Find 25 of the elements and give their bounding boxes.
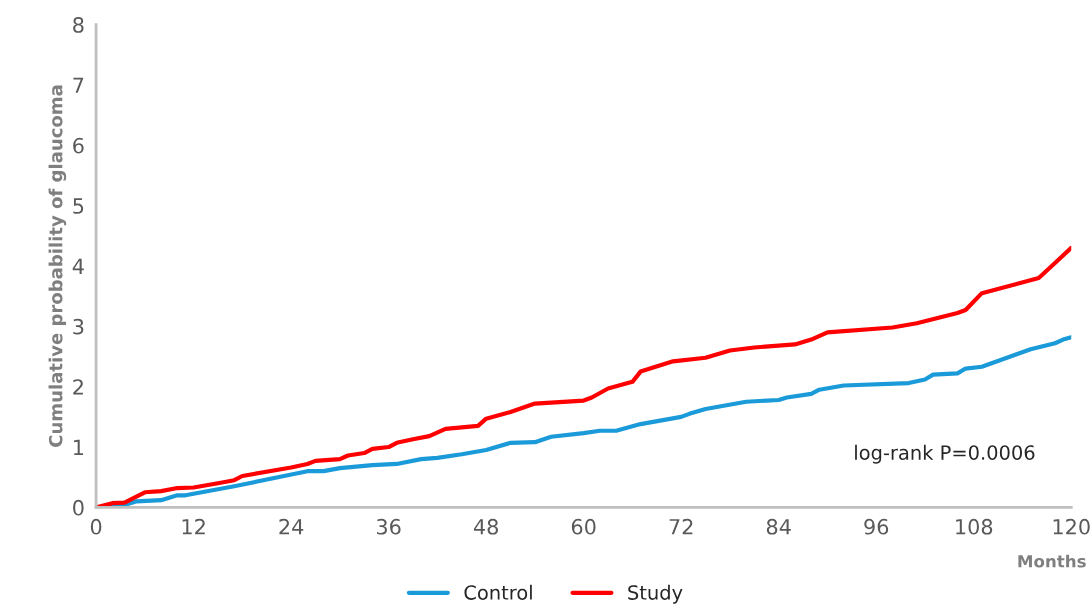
x-tick-label: 36: [376, 518, 401, 535]
x-tick-label: 12: [182, 518, 205, 535]
annotation: log-rank P=0.0006: [855, 444, 1035, 464]
x-tick-label: 84: [766, 518, 791, 535]
x-tick-label: 108: [956, 518, 993, 535]
x-tick-label: 24: [279, 518, 304, 535]
x-tick-label: 120: [1053, 518, 1090, 535]
y-tick-label: 1: [74, 439, 84, 455]
x-tick-label: 96: [864, 518, 889, 535]
y-tick-label: 3: [73, 318, 84, 335]
x-axis-title: Months: [1018, 554, 1086, 568]
y-tick-label: 6: [73, 137, 84, 154]
y-tick-label: 4: [72, 258, 84, 274]
x-tick-label: 0: [90, 518, 102, 535]
y-tick-label: 8: [73, 17, 84, 33]
y-tick-label: 2: [73, 379, 83, 395]
y-tick-label: 7: [73, 77, 84, 93]
y-tick-label: 0: [73, 499, 84, 516]
y-tick-label: 5: [73, 198, 84, 214]
legend-label: Control: [464, 584, 532, 600]
x-tick-label: 72: [669, 518, 693, 535]
x-tick-label: 48: [473, 518, 498, 535]
x-tick-label: 60: [571, 518, 596, 535]
legend-label: Study: [628, 584, 683, 604]
y-axis-title: Cumulative probability of glaucoma: [48, 85, 67, 447]
